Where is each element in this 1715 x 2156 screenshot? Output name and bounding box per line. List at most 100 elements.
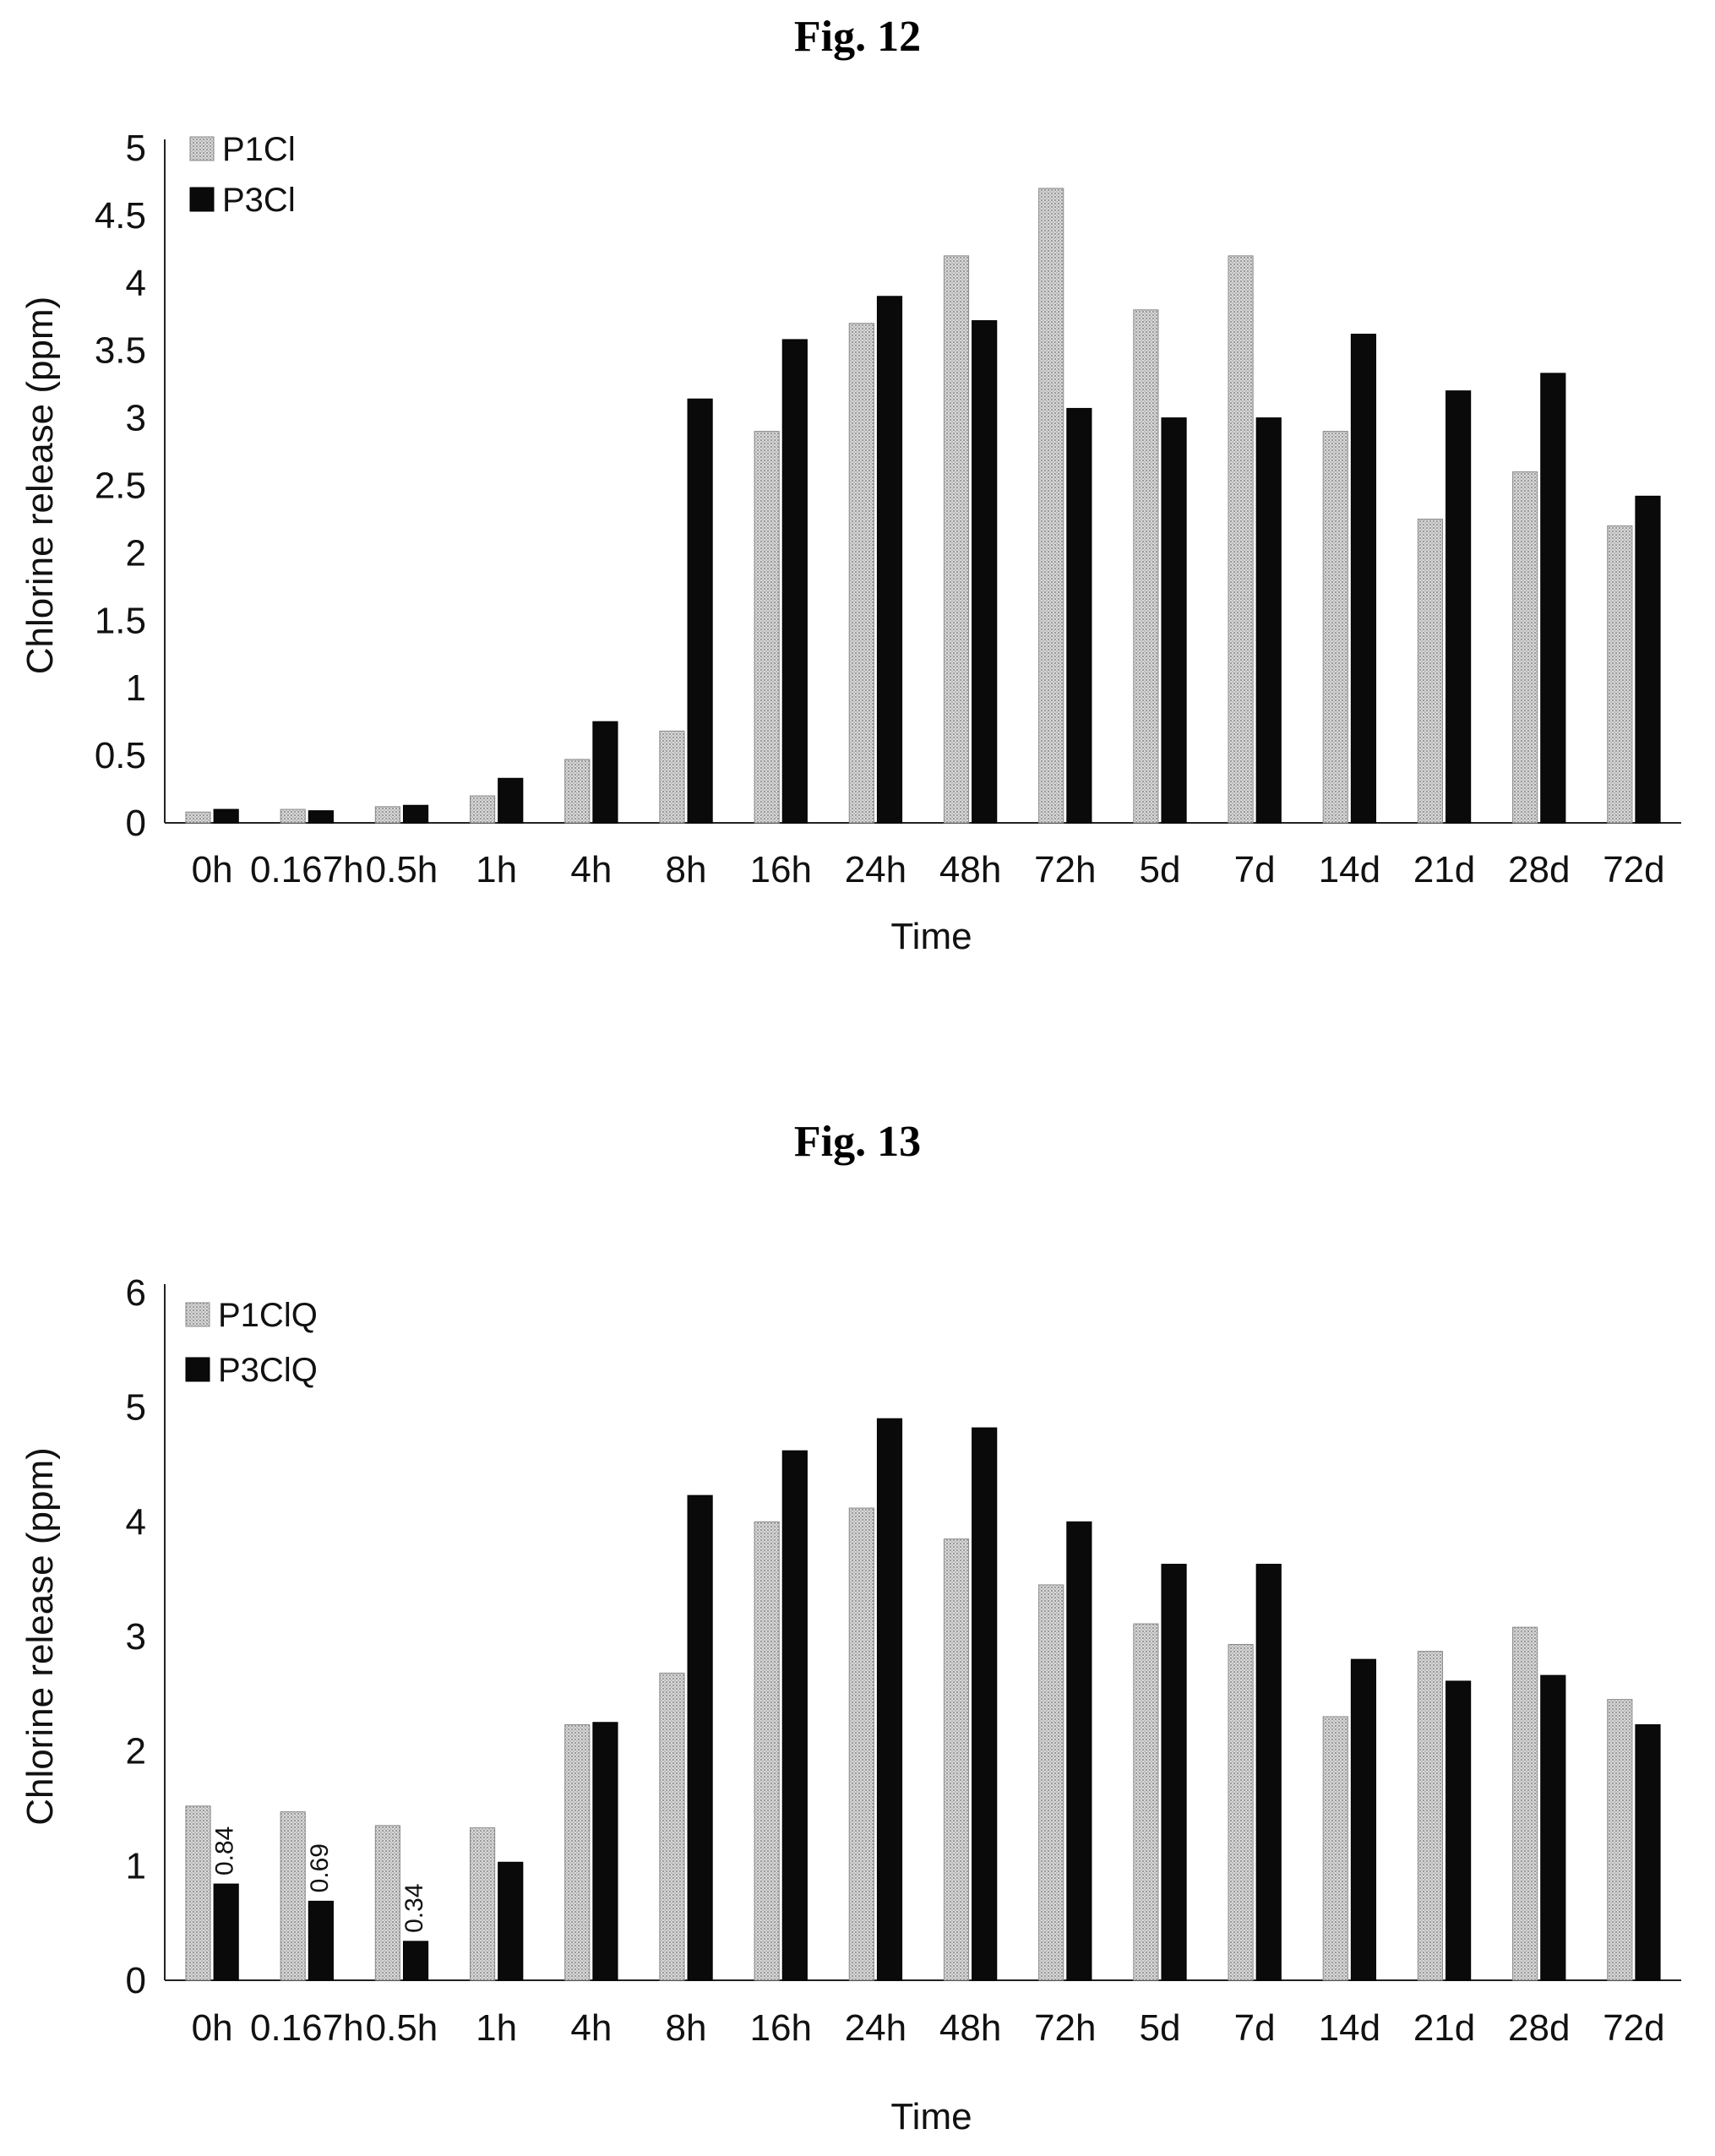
figure-13-bar-chart: 0 1 2 3 4 5 6 0h 0.167h 0.5h 1h 4h 8h 16h 24h 48h 72h 5d 7… <box>19 1272 1681 2137</box>
fig12-y-tick-label: 3.5 <box>95 330 146 372</box>
fig12-x-tick-label: 4h <box>570 849 612 890</box>
fig12-bar-P3Cl-0.167h <box>308 810 334 824</box>
fig13-bar-P1ClQ-0.167h <box>280 1811 306 1981</box>
fig12-bar-P1Cl-24h <box>848 323 874 824</box>
fig13-data-label: 0.69 <box>306 1843 334 1892</box>
fig13-bar-P3ClQ-72d <box>1635 1723 1661 1981</box>
fig12-bar-P1Cl-0h <box>185 811 211 824</box>
fig12-y-tick-label: 3 <box>126 398 146 439</box>
fig12-y-tick-label: 2 <box>126 532 146 574</box>
fig12-y-tick-label: 1 <box>126 667 146 709</box>
fig13-x-tick-label: 21d <box>1413 2007 1475 2049</box>
fig13-bar-P1ClQ-7d <box>1228 1643 1254 1981</box>
fig13-x-tick-label: 48h <box>939 2007 1001 2049</box>
fig12-bar-P3Cl-72h <box>1066 407 1092 824</box>
fig13-x-tick-label: 0h <box>192 2007 233 2049</box>
figure-13-title: Fig. 13 <box>793 1118 922 1166</box>
fig12-bar-P3Cl-28d <box>1540 373 1566 824</box>
fig13-bar-P3ClQ-5d <box>1161 1564 1187 1981</box>
fig12-x-tick-label: 72h <box>1034 849 1096 890</box>
fig12-bar-P1Cl-21d <box>1417 518 1444 824</box>
fig13-legend-swatch-P3ClQ <box>185 1357 210 1382</box>
fig13-x-tick-label: 24h <box>845 2007 906 2049</box>
fig12-y-tick-label: 1.5 <box>95 600 146 641</box>
fig12-bar-P1Cl-72d <box>1607 525 1633 824</box>
fig12-bar-P1Cl-5d <box>1133 309 1159 824</box>
fig12-y-tick-label: 4.5 <box>95 195 146 237</box>
fig13-bar-P3ClQ-21d <box>1446 1680 1472 1981</box>
fig12-x-axis-title: Time <box>890 916 972 957</box>
fig12-y-axis-title: Chlorine release (ppm) <box>19 297 61 675</box>
fig12-bar-P3Cl-1h <box>498 777 524 824</box>
fig12-bar-P3Cl-7d <box>1255 417 1282 824</box>
fig13-x-tick-label: 1h <box>476 2007 517 2049</box>
fig12-y-tick-label: 5 <box>126 128 146 169</box>
fig12-x-tick-label: 7d <box>1234 849 1276 890</box>
fig12-x-tick-label: 21d <box>1413 849 1475 890</box>
fig13-bar-P3ClQ-28d <box>1540 1674 1566 1981</box>
fig13-bar-P3ClQ-0.167h <box>308 1900 334 1981</box>
fig12-x-tick-label: 1h <box>476 849 517 890</box>
fig12-bar-P1Cl-4h <box>564 759 591 824</box>
fig13-bar-P1ClQ-16h <box>754 1521 780 1981</box>
fig13-bar-P3ClQ-4h <box>592 1722 618 1981</box>
fig12-x-tick-label: 72d <box>1603 849 1664 890</box>
figure-12-title: Fig. 12 <box>793 13 922 61</box>
fig13-bar-P1ClQ-28d <box>1512 1626 1538 1981</box>
fig13-x-tick-label: 0.167h <box>250 2007 364 2049</box>
fig12-x-tick-label: 16h <box>750 849 812 890</box>
fig13-x-tick-label: 14d <box>1319 2007 1380 2049</box>
fig13-x-tick-label: 72d <box>1603 2007 1664 2049</box>
fig12-bar-P1Cl-8h <box>659 730 685 824</box>
fig13-bar-P3ClQ-0h <box>213 1883 239 1981</box>
fig12-x-tick-label: 8h <box>666 849 707 890</box>
fig13-x-tick-label: 5d <box>1139 2007 1180 2049</box>
fig12-legend-label: P1Cl <box>222 131 296 168</box>
fig13-y-tick-label: 3 <box>126 1616 146 1658</box>
fig13-y-tick-label: 2 <box>126 1731 146 1772</box>
fig12-y-tick-label: 4 <box>126 263 146 304</box>
fig12-bar-P3Cl-5d <box>1161 417 1187 824</box>
fig13-x-tick-label: 72h <box>1034 2007 1096 2049</box>
fig12-bar-P3Cl-0h <box>213 808 239 824</box>
fig12-bar-P3Cl-14d <box>1350 334 1377 824</box>
fig12-bar-P1Cl-0.167h <box>280 808 306 824</box>
fig12-bar-P3Cl-8h <box>687 398 713 824</box>
fig12-bar-P3Cl-24h <box>876 296 903 824</box>
fig13-y-tick-label: 5 <box>126 1387 146 1429</box>
fig12-bar-P1Cl-7d <box>1228 255 1254 824</box>
fig12-y-tick-label: 0.5 <box>95 735 146 776</box>
fig12-bar-P1Cl-28d <box>1512 471 1538 824</box>
fig12-bar-P1Cl-1h <box>469 795 496 824</box>
fig12-x-tick-label: 28d <box>1508 849 1570 890</box>
fig13-bar-P3ClQ-24h <box>876 1418 903 1981</box>
fig13-bar-P1ClQ-21d <box>1417 1651 1444 1981</box>
fig13-bar-P3ClQ-48h <box>972 1427 998 1981</box>
fig13-y-tick-label: 1 <box>126 1845 146 1886</box>
fig12-x-tick-label: 14d <box>1319 849 1380 890</box>
fig12-x-tick-label: 0.5h <box>366 849 438 890</box>
fig12-y-tick-label: 2.5 <box>95 466 146 507</box>
fig13-bar-P1ClQ-4h <box>564 1723 591 1981</box>
fig13-bar-P1ClQ-24h <box>848 1507 874 1981</box>
fig13-bar-P1ClQ-72h <box>1038 1584 1064 1981</box>
fig12-bar-P3Cl-4h <box>592 721 618 824</box>
fig12-bar-P3Cl-0.5h <box>402 804 429 824</box>
fig13-bar-P1ClQ-72d <box>1607 1699 1633 1981</box>
fig13-bar-P1ClQ-0.5h <box>374 1825 400 1981</box>
figure-12-bar-chart: 0 0.5 1 1.5 2 2.5 3 3.5 4 4.5 5 0h 0.167h 0.5h 1h 4h 8h 1… <box>19 128 1681 957</box>
fig12-bar-P1Cl-72h <box>1038 188 1064 824</box>
fig13-y-tick-label: 4 <box>126 1501 146 1543</box>
fig13-bar-P3ClQ-0.5h <box>402 1941 429 1981</box>
fig13-bar-P3ClQ-1h <box>498 1861 524 1981</box>
fig13-x-tick-label: 28d <box>1508 2007 1570 2049</box>
fig13-legend-label: P1ClQ <box>218 1297 318 1334</box>
fig13-y-axis-title: Chlorine release (ppm) <box>19 1447 61 1826</box>
fig13-bar-P1ClQ-5d <box>1133 1623 1159 1981</box>
fig12-bar-P1Cl-0.5h <box>374 806 400 824</box>
fig13-x-tick-label: 7d <box>1234 2007 1276 2049</box>
fig12-bar-P3Cl-16h <box>781 339 808 824</box>
fig12-bar-P3Cl-72d <box>1635 495 1661 824</box>
fig12-bar-P1Cl-48h <box>943 255 970 824</box>
fig12-y-tick-label: 0 <box>126 803 146 844</box>
